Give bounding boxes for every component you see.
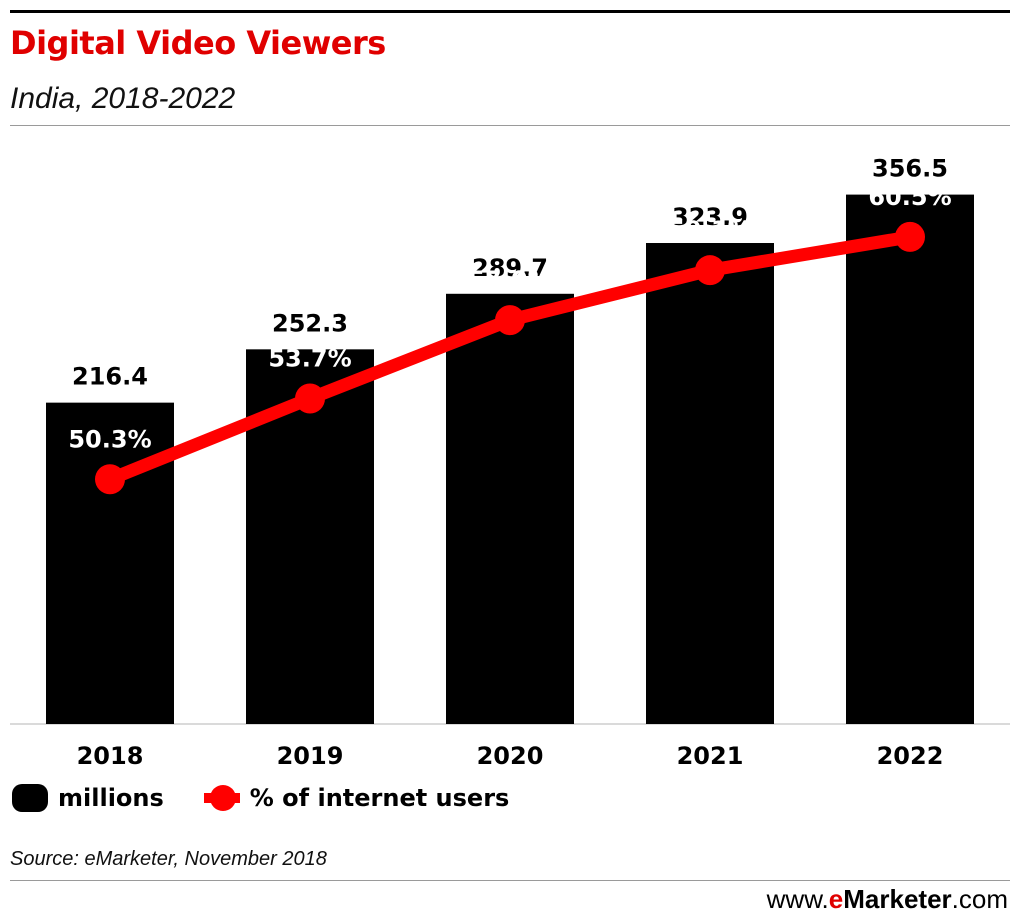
bar-value-label: 216.4 <box>72 363 148 391</box>
x-tick-label: 2021 <box>677 742 744 770</box>
pct-value-label: 53.7% <box>268 344 351 372</box>
pct-value-label: 59.1% <box>668 216 751 244</box>
pct-point-2022 <box>895 221 925 252</box>
bar-value-label: 356.5 <box>872 155 948 183</box>
legend-label-millions: millions <box>58 784 164 812</box>
legend-label-pct: % of internet users <box>249 784 510 812</box>
legend: millions % of internet users <box>12 784 549 812</box>
top-rule <box>10 10 1010 13</box>
pct-point-2018 <box>95 464 125 495</box>
chart-title: Digital Video Viewers <box>10 24 386 62</box>
legend-item-pct: % of internet users <box>203 784 510 812</box>
pct-point-2021 <box>695 255 725 286</box>
bar-2021 <box>646 243 774 725</box>
legend-swatch-black-icon <box>12 784 48 812</box>
brand-name: Marketer <box>843 884 952 914</box>
brand-e: e <box>828 884 844 914</box>
bar-value-label: 323.9 <box>672 203 748 231</box>
x-tick-label: 2020 <box>477 742 544 770</box>
brand-prefix: www. <box>766 884 829 914</box>
chart-plot: 216.4 2018 252.3 2019 289.7 2020 323.9 2021 356.… <box>10 155 1010 770</box>
pct-value-label: 57.0% <box>468 266 551 294</box>
bottom-rule <box>10 880 1010 881</box>
subtitle-rule <box>10 125 1010 126</box>
legend-item-millions: millions <box>12 784 164 812</box>
chart-subtitle: India, 2018-2022 <box>10 82 236 115</box>
legend-swatch-red-icon <box>203 784 240 812</box>
pct-point-2019 <box>295 383 325 414</box>
bar-value-label: 289.7 <box>472 254 548 282</box>
brand-suffix: .com <box>951 884 1008 914</box>
brand-link[interactable]: www.eMarketer.com <box>767 884 1008 915</box>
x-tick-label: 2018 <box>77 742 144 770</box>
pct-value-label: 50.3% <box>68 425 151 453</box>
pct-value-label: 60.5% <box>868 183 951 211</box>
pct-point-2020 <box>495 305 525 336</box>
bar-2022 <box>846 194 974 724</box>
x-tick-label: 2022 <box>877 742 944 770</box>
x-tick-label: 2019 <box>277 742 344 770</box>
bar-2020 <box>446 293 574 724</box>
bar-value-label: 252.3 <box>272 309 348 337</box>
source-note: Source: eMarketer, November 2018 <box>10 848 327 870</box>
